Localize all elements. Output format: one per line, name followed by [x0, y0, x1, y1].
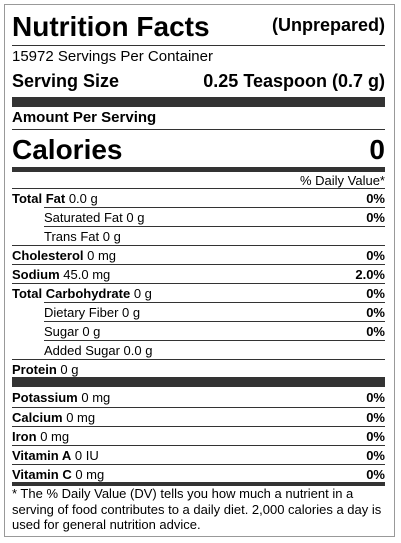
nutrient-name: Protein: [12, 362, 57, 377]
nutrient-row: Total Carbohydrate 0 g 0%: [12, 283, 385, 302]
mineral-dv: 0%: [366, 410, 385, 425]
nutrient-amount: 0.0 g: [123, 343, 153, 358]
nutrient-row: Protein 0 g: [12, 359, 385, 378]
mineral-amount: 0 mg: [81, 390, 111, 405]
medium-divider: [12, 482, 385, 486]
nutrient-dv: 0%: [366, 210, 385, 225]
nutrient-dv: 0%: [366, 248, 385, 263]
mineral-name: Iron: [12, 429, 37, 444]
mineral-name: Vitamin A: [12, 448, 72, 463]
nutrient-row: Trans Fat 0 g: [44, 226, 385, 245]
nutrient-amount: 0 g: [122, 305, 141, 320]
nutrient-amount: 0 mg: [87, 248, 117, 263]
calories-value: 0: [369, 134, 385, 165]
calories-label: Calories: [12, 134, 123, 165]
mineral-row: Calcium 0 mg 0%: [12, 407, 385, 426]
mineral-name: Calcium: [12, 410, 63, 425]
mineral-name: Vitamin C: [12, 467, 72, 482]
mineral-row: Iron 0 mg 0%: [12, 426, 385, 445]
label-frame: [4, 4, 395, 537]
nutrient-amount: 0 g: [60, 362, 79, 377]
medium-divider: [12, 167, 385, 172]
mineral-row: Vitamin A 0 IU 0%: [12, 445, 385, 464]
calories: Calories 0: [12, 133, 385, 167]
serving-size-value: 0.25 Teaspoon (0.7 g): [203, 71, 385, 91]
serving-size: Serving Size 0.25 Teaspoon (0.7 g): [12, 70, 385, 92]
nutrient-row: Sugar 0 g 0%: [44, 321, 385, 340]
header: Nutrition Facts (Unprepared): [12, 10, 385, 44]
mineral-dv: 0%: [366, 467, 385, 482]
nutrient-dv: 0%: [366, 324, 385, 339]
nutrient-row: Total Fat 0.0 g 0%: [12, 188, 385, 207]
mineral-amount: 0 IU: [74, 448, 99, 463]
mineral-amount: 0 mg: [66, 410, 96, 425]
thick-divider: [12, 97, 385, 107]
nutrient-name: Sodium: [12, 267, 60, 282]
nutrient-name: Saturated Fat: [44, 210, 123, 225]
nutrient-amount: 45.0 mg: [63, 267, 111, 282]
nutrient-amount: 0 g: [126, 210, 145, 225]
nutrient-name: Cholesterol: [12, 248, 84, 263]
nutrient-amount: 0 g: [102, 229, 121, 244]
nutrient-amount: 0.0 g: [68, 191, 98, 206]
nutrient-name: Dietary Fiber: [44, 305, 119, 320]
divider: [12, 129, 385, 130]
servings: 15972 Servings Per Container: [12, 48, 213, 65]
nutrient-name: Sugar: [44, 324, 79, 339]
mineral-dv: 0%: [366, 390, 385, 405]
preparation: (Unprepared): [271, 15, 385, 35]
mineral-dv: 0%: [366, 429, 385, 444]
amount-per-serving: Amount Per Serving: [12, 109, 157, 126]
mineral-amount: 0 mg: [75, 467, 105, 482]
nutrient-row: Sodium 45.0 mg 2.0%: [12, 264, 385, 283]
nutrient-name: Total Carbohydrate: [12, 286, 131, 301]
mineral-row: Vitamin C 0 mg 0%: [12, 464, 385, 483]
mineral-row: Potassium 0 mg 0%: [12, 388, 385, 407]
serving-size-label: Serving Size: [12, 71, 120, 91]
nutrient-name: Added Sugar: [44, 343, 120, 358]
mineral-amount: 0 mg: [40, 429, 70, 444]
nutrient-name: Total Fat: [12, 191, 66, 206]
mineral-dv: 0%: [366, 448, 385, 463]
thick-divider: [12, 377, 385, 387]
divider: [12, 45, 385, 46]
nutrient-amount: 0 g: [82, 324, 101, 339]
daily-value-header: % Daily Value*: [299, 173, 385, 188]
nutrient-dv: 0%: [366, 191, 385, 206]
nutrient-row: Added Sugar 0.0 g: [44, 340, 385, 359]
nutrient-dv: 2.0%: [355, 267, 385, 282]
nutrient-amount: 0 g: [133, 286, 152, 301]
nutrient-row: Saturated Fat 0 g 0%: [44, 207, 385, 226]
nutrient-row: Cholesterol 0 mg 0%: [12, 245, 385, 264]
nutrient-name: Trans Fat: [44, 229, 100, 244]
mineral-name: Potassium: [12, 390, 78, 405]
title: Nutrition Facts: [12, 11, 210, 42]
nutrient-dv: 0%: [366, 286, 385, 301]
nutrient-row: Dietary Fiber 0 g 0%: [44, 302, 385, 321]
nutrient-dv: 0%: [366, 305, 385, 320]
footnote: * The % Daily Value (DV) tells you how m…: [12, 486, 382, 532]
